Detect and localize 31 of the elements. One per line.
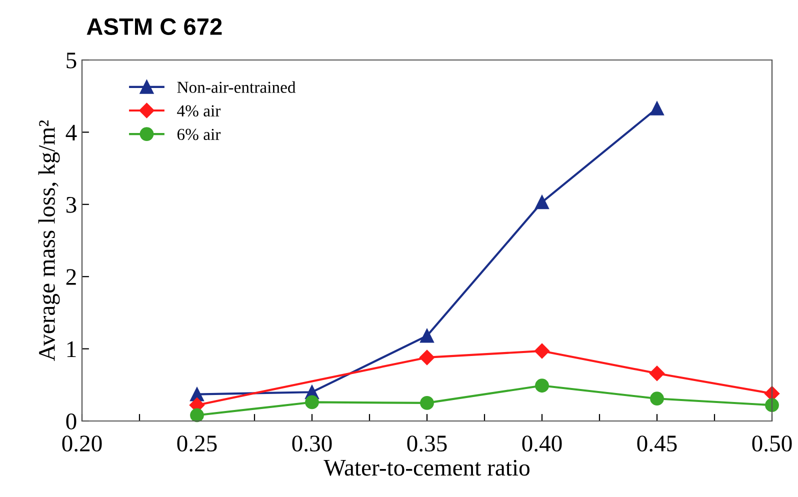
point <box>535 378 549 393</box>
point <box>420 328 434 343</box>
y-axis-title: Average mass loss, kg/m² <box>38 120 60 361</box>
x-tick-label: 0.30 <box>292 436 332 452</box>
x-tick-label: 0.50 <box>752 436 792 452</box>
y-tick-label: 0 <box>66 413 76 430</box>
y-tick-label: 2 <box>66 269 76 285</box>
point <box>305 395 319 410</box>
y-tick-label: 4 <box>66 124 77 140</box>
y-tick-label: 5 <box>66 52 76 68</box>
point <box>534 343 550 359</box>
point <box>535 195 549 210</box>
legend-label: 6% air <box>177 128 221 140</box>
point <box>419 350 435 366</box>
point <box>190 408 204 422</box>
point <box>420 396 434 410</box>
x-tick-label: 0.25 <box>177 436 217 452</box>
legend-label: 4% air <box>177 105 221 117</box>
x-tick-label: 0.20 <box>62 436 102 452</box>
y-tick-label: 3 <box>66 196 76 213</box>
y-tick-label: 1 <box>67 341 76 357</box>
point <box>650 101 664 116</box>
point <box>765 398 779 412</box>
point <box>649 366 665 381</box>
legend-label: Non-air-entrained <box>177 81 296 93</box>
x-tick-label: 0.40 <box>522 436 562 452</box>
x-axis-title: Water-to-cement ratio <box>324 460 530 476</box>
chart-title: ASTM C 672 <box>86 18 222 36</box>
x-tick-label: 0.35 <box>407 436 447 452</box>
point <box>650 392 664 406</box>
x-tick-label: 0.45 <box>637 436 677 452</box>
